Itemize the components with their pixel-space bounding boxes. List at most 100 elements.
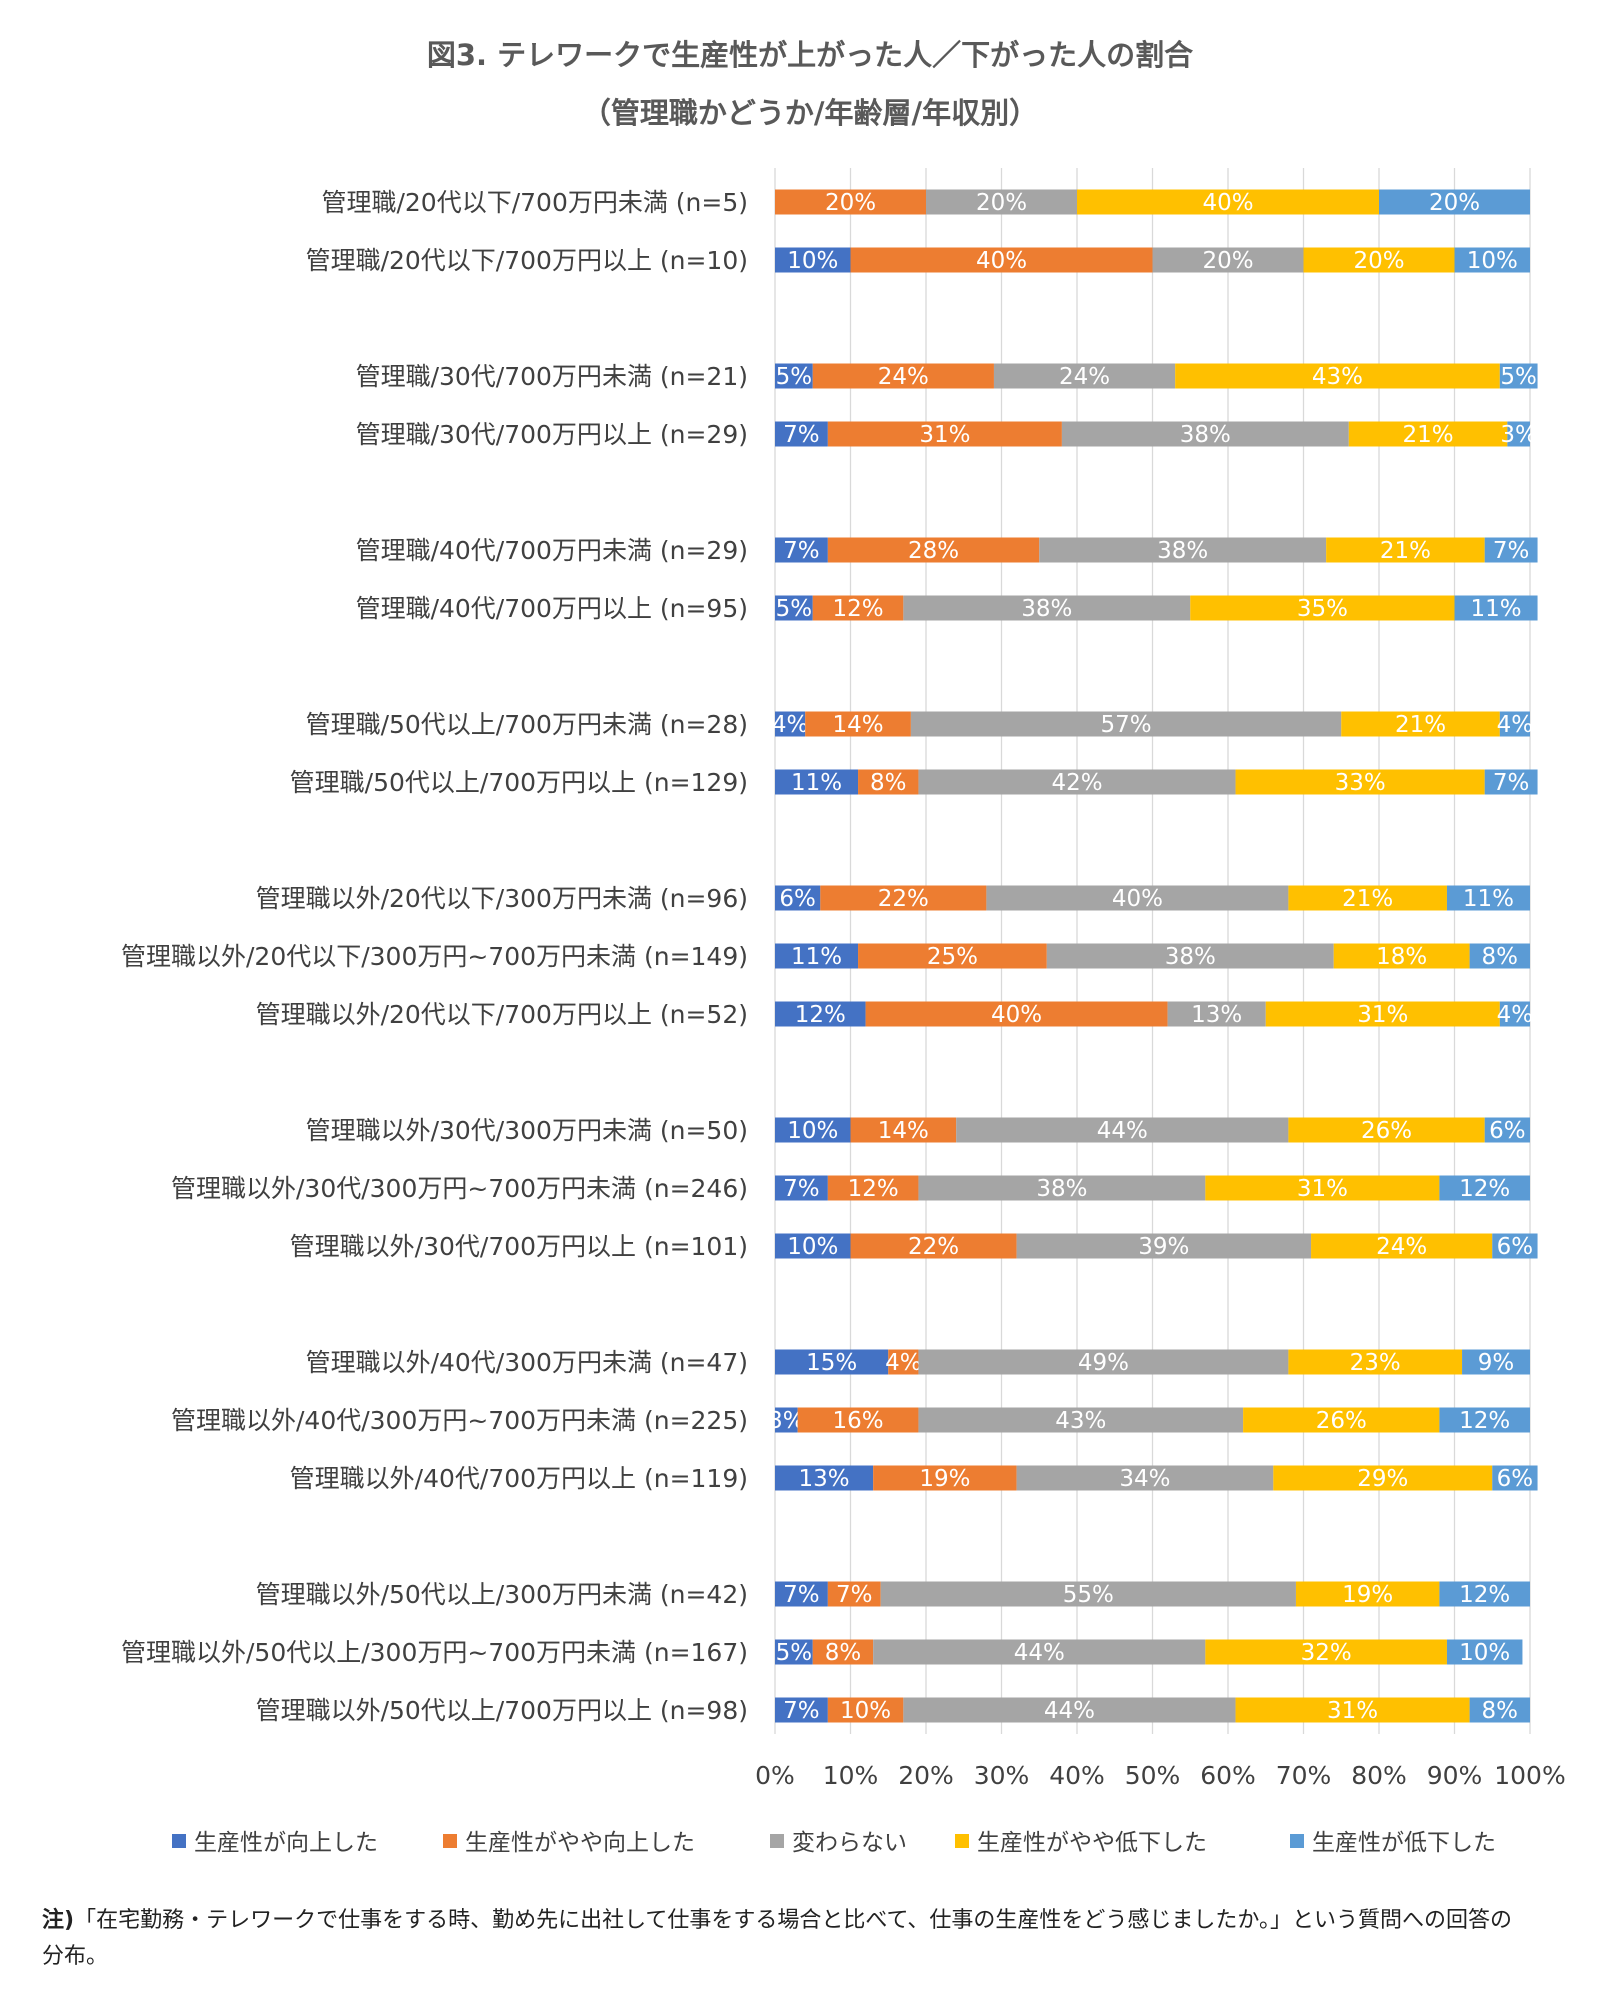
bar-segment <box>1295 1581 1440 1607</box>
data-label: 7% <box>783 1176 820 1202</box>
bar-segment <box>775 247 851 273</box>
bar-row: 10% 40% 20% 20% 10% <box>775 247 1530 274</box>
category-label: 管理職以外/30代/300万円未満 (n=50) <box>306 1116 748 1145</box>
data-label: 7% <box>783 422 820 448</box>
data-label: 10% <box>787 1118 838 1144</box>
bar-segment <box>993 363 1176 389</box>
bar-segment <box>827 1581 881 1607</box>
bar-row: 5% 24% 24% 43% 5% <box>775 363 1538 390</box>
x-tick-label: 70% <box>1276 1761 1332 1790</box>
category-label: 管理職/40代/700万円以上 (n=95) <box>356 594 748 623</box>
category-label: 管理職/30代/700万円未満 (n=21) <box>356 362 748 391</box>
bar-segment <box>1303 247 1455 273</box>
x-tick-label: 10% <box>823 1761 879 1790</box>
x-tick-label: 40% <box>1049 1761 1105 1790</box>
x-tick-label: 100% <box>1494 1761 1565 1790</box>
category-label: 管理職以外/20代以下/300万円~700万円未満 (n=149) <box>121 942 748 971</box>
bar-segment <box>775 363 813 389</box>
bar-segment <box>1190 595 1455 621</box>
bar-segment <box>827 537 1040 563</box>
data-label: 14% <box>832 712 883 738</box>
bar-segment <box>1311 1233 1493 1259</box>
data-label: 34% <box>1119 1466 1170 1492</box>
bar-segment <box>956 1117 1289 1143</box>
data-label: 8% <box>1482 944 1519 970</box>
data-label: 38% <box>1021 596 1072 622</box>
data-label: 21% <box>1395 712 1446 738</box>
data-label: 13% <box>1191 1002 1242 1028</box>
legend-label: 生産性がやや低下した <box>977 1830 1207 1856</box>
bar-segment <box>1469 943 1530 969</box>
data-label: 3% <box>1500 422 1537 448</box>
data-label: 12% <box>1459 1408 1510 1434</box>
category-label: 管理職/30代/700万円以上 (n=29) <box>356 420 748 449</box>
data-label: 5% <box>776 364 813 390</box>
category-label: 管理職以外/30代/300万円~700万円未満 (n=246) <box>171 1174 748 1203</box>
bar-segment <box>873 1639 1206 1665</box>
category-label: 管理職以外/20代以下/300万円未満 (n=96) <box>256 884 748 913</box>
bar-segment <box>903 1697 1236 1723</box>
data-label: 18% <box>1376 944 1427 970</box>
bar-segment <box>775 1407 798 1433</box>
bar-segment <box>775 1349 889 1375</box>
legend-label: 生産性が低下した <box>1312 1830 1496 1856</box>
bar-segment <box>775 1175 828 1201</box>
bar-segment <box>1341 711 1500 737</box>
bar-segment <box>775 1117 851 1143</box>
data-label: 35% <box>1297 596 1348 622</box>
bar-segment <box>827 1175 919 1201</box>
bar-segment <box>918 1349 1289 1375</box>
bar-segment <box>1039 537 1327 563</box>
bar-segment <box>1235 1697 1470 1723</box>
legend-swatch <box>1290 1834 1304 1848</box>
data-label: 7% <box>783 1582 820 1608</box>
data-label: 12% <box>832 596 883 622</box>
data-label: 5% <box>776 596 813 622</box>
data-label: 4% <box>772 712 809 738</box>
bar-segment <box>775 1639 813 1665</box>
bar-segment <box>1243 1407 1440 1433</box>
bar-segment <box>797 1407 919 1433</box>
data-label: 20% <box>976 190 1027 216</box>
bar-segment <box>1333 943 1470 969</box>
bar-segment <box>1061 421 1349 447</box>
data-label: 8% <box>870 770 907 796</box>
data-label: 40% <box>991 1002 1042 1028</box>
bar-segment <box>926 189 1077 215</box>
bar-segment <box>775 1581 828 1607</box>
data-label: 9% <box>1478 1350 1515 1376</box>
bar-segment <box>1499 711 1530 737</box>
data-label: 31% <box>919 422 970 448</box>
data-label: 15% <box>806 1350 857 1376</box>
legend-label: 変わらない <box>792 1830 907 1856</box>
legend-item: 生産性がやや低下した <box>955 1830 1207 1856</box>
data-label: 12% <box>795 1002 846 1028</box>
legend: 生産性が向上した 生産性がやや向上した 変わらない 生産性がやや低下した 生産性が低下し… <box>172 1830 1496 1856</box>
bar-segment <box>775 1233 851 1259</box>
x-tick-label: 50% <box>1125 1761 1181 1790</box>
data-label: 10% <box>1467 248 1518 274</box>
data-label: 12% <box>1459 1176 1510 1202</box>
bar-segment <box>986 885 1289 911</box>
category-label: 管理職以外/50代以上/300万円未満 (n=42) <box>256 1580 748 1609</box>
bar-groups: 20% 20% 40% 20%10% 40% 20% 20% 10%5% 24% 24% 43% 5%… <box>768 189 1538 1724</box>
bar-segment <box>873 1465 1017 1491</box>
bar-segment <box>850 1233 1017 1259</box>
data-label: 8% <box>825 1640 862 1666</box>
data-label: 11% <box>791 770 842 796</box>
footnote-prefix: 注) <box>42 1908 75 1933</box>
bar-segment <box>1077 189 1379 215</box>
data-label: 24% <box>1059 364 1110 390</box>
data-label: 20% <box>825 190 876 216</box>
bar-segment <box>812 1639 874 1665</box>
footnote-text: 「在宅勤務・テレワークで仕事をする時、勤め先に出社して仕事をする場合と比べて、仕… <box>42 1908 1512 1969</box>
category-label: 管理職以外/40代/700万円以上 (n=119) <box>290 1464 748 1493</box>
bar-row: 5% 12% 38% 35% 11% <box>775 595 1538 622</box>
bar-segment <box>910 711 1342 737</box>
category-label: 管理職以外/50代以上/300万円~700万円未満 (n=167) <box>121 1638 748 1667</box>
bar-segment <box>820 885 987 911</box>
data-label: 38% <box>1036 1176 1087 1202</box>
bar-segment <box>1016 1233 1312 1259</box>
data-label: 21% <box>1342 886 1393 912</box>
bar-segment <box>812 595 904 621</box>
